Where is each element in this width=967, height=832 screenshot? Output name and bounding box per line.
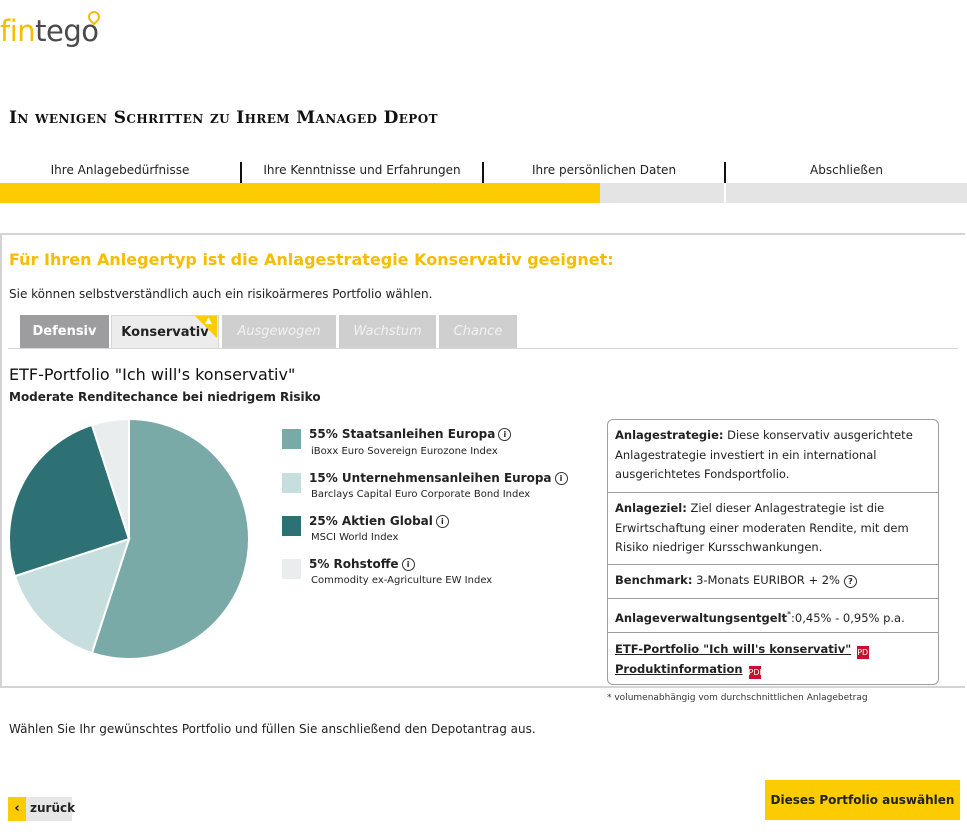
portfolio-subtitle: Moderate Renditechance bei niedrigem Ris… [9,390,321,404]
info-strategy-text: Diese konservativ ausgerichtete Anlagest… [615,428,913,481]
step-knowledge: Ihre Kenntnisse und Erfahrungen [263,163,461,177]
legend-swatch-rohstoffe [282,559,301,579]
legend-sub-staatsanleihen: iBoxx Euro Sovereign Eurozone Index [311,446,498,457]
info-fee-text: :0,45% - 0,95% p.a. [791,610,905,625]
logo-part-tego: tego [35,14,99,48]
fintego-logo[interactable]: fintego [0,14,99,48]
back-button-label[interactable]: zurück [30,801,76,815]
legend-title-staatsanleihen: 55% Staatsanleihen Europa i [309,427,512,441]
info-icon[interactable]: i [401,558,415,571]
step-finish: Abschließen [810,163,883,177]
pie-slice-0 [90,418,250,660]
fee-footnote: * volumenabhängig vom durchschnittlichen… [607,693,868,703]
info-icon[interactable]: i [554,472,568,485]
legend-label: 15% Unternehmensanleihen Europa [309,471,552,485]
chevron-left-icon[interactable]: ‹ [8,797,26,821]
pie-slice-3 [90,418,130,540]
step-personal-data: Ihre persönlichen Daten [531,163,677,177]
legend-sub-rohstoffe: Commodity ex-Agriculture EW Index [311,575,493,586]
strategy-headline: Für Ihren Anlegertyp ist die Anlagestrat… [9,250,614,269]
legend-title-rohstoffe: 5% Rohstoffe i [309,557,415,571]
legend-label: 25% Aktien Global [309,514,433,528]
portfolio-document-link[interactable]: ETF-Portfolio "Ich will's konservativ" [615,642,852,656]
info-fee: Anlageverwaltungsentgelt*:0,45% - 0,95% … [608,599,938,633]
pie-slice-2 [8,423,131,578]
tab-underline [8,348,958,349]
strategy-info-box: Anlagestrategie: Diese konservativ ausge… [607,419,939,685]
info-fee-label: Anlageverwaltungsentgelt [615,610,788,625]
info-goal-label: Anlageziel: [615,501,687,515]
info-icon[interactable]: i [498,428,512,441]
page-title: In wenigen Schritten zu Ihrem Managed De… [9,108,438,128]
tab-defensiv[interactable]: Defensiv [20,315,109,348]
help-icon[interactable]: ? [843,575,857,588]
tab-chance: Chance [439,315,517,348]
step-divider [724,162,726,183]
allocation-pie-chart [8,418,250,660]
info-goal-text: Ziel dieser Anlagestrategie ist die Erwi… [615,501,909,554]
select-portfolio-button[interactable]: Dieses Portfolio auswählen [765,780,960,820]
info-benchmark-label: Benchmark: [615,573,693,587]
info-strategy: Anlagestrategie: Diese konservativ ausge… [608,420,938,493]
info-benchmark: Benchmark: 3-Monats EURIBOR + 2%? [608,565,938,599]
legend-sub-aktien: MSCI World Index [311,532,399,543]
info-icon[interactable]: i [435,515,449,528]
progress-fill [0,183,600,203]
info-benchmark-text: 3-Monats EURIBOR + 2% [696,573,840,587]
legend-label: 55% Staatsanleihen Europa [309,427,496,441]
tab-ausgewogen: Ausgewogen [222,315,336,348]
tab-wachstum: Wachstum [339,315,436,348]
footnote-mark: * [787,610,792,619]
portfolio-title: ETF-Portfolio "Ich will's konservativ" [9,365,296,384]
step-divider [482,162,484,183]
legend-label: 5% Rohstoffe [309,557,399,571]
legend-swatch-aktien [282,516,301,536]
product-info-link[interactable]: Produktinformation [615,662,743,676]
pdf-icon[interactable]: PDF [748,666,765,679]
progress-divider [724,183,726,203]
legend-swatch-staatsanleihen [282,429,301,449]
step-needs: Ihre Anlagebedürfnisse [50,163,190,177]
strategy-subline: Sie können selbstverständlich auch ein r… [9,287,433,301]
legend-swatch-unternehmensanleihen [282,473,301,493]
pdf-icon[interactable]: PDF [857,646,873,659]
info-strategy-label: Anlagestrategie: [615,428,724,442]
info-goal: Anlageziel: Ziel dieser Anlagestrategie … [608,493,938,565]
step-divider [240,162,242,183]
legend-sub-unternehmensanleihen: Barclays Capital Euro Corporate Bond Ind… [311,489,531,500]
info-documents: ETF-Portfolio "Ich will's konservativ" PD… [608,633,938,684]
logo-part-fin: fin [0,14,36,48]
recommended-badge [195,316,217,338]
legend-title-unternehmensanleihen: 15% Unternehmensanleihen Europa i [309,471,568,485]
choose-portfolio-text: Wählen Sie Ihr gewünschtes Portfolio und… [9,722,536,736]
legend-title-aktien: 25% Aktien Global i [309,514,449,528]
thumbs-up-icon: ▲ [205,316,212,326]
